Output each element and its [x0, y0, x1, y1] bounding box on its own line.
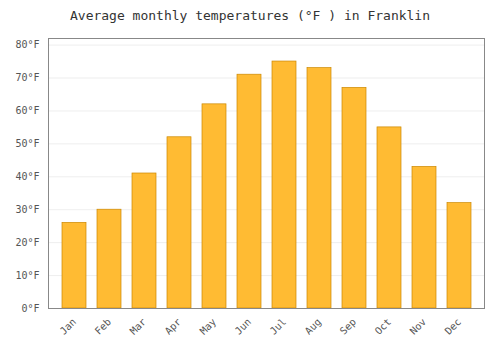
svg-text:30°F: 30°F [15, 204, 39, 215]
svg-text:60°F: 60°F [15, 105, 39, 116]
html-text:Average monthly temperatures (: Average monthly temperatures (°F ) in Fr… [70, 8, 430, 23]
svg-text:Jan: Jan [58, 316, 79, 337]
svg-text:Dec: Dec [443, 316, 464, 337]
svg-text:70°F: 70°F [15, 72, 39, 83]
svg-text:Aug: Aug [303, 316, 324, 337]
svg-text:Feb: Feb [93, 316, 114, 337]
svg-text:Sep: Sep [338, 316, 359, 337]
svg-text:Oct: Oct [373, 316, 394, 337]
svg-text:50°F: 50°F [15, 138, 39, 149]
svg-text:Apr: Apr [163, 316, 184, 337]
svg-text:Jun: Jun [233, 316, 254, 337]
svg-text:Nov: Nov [408, 316, 429, 337]
svg-text:0°F: 0°F [21, 303, 39, 314]
svg-text:10°F: 10°F [15, 270, 39, 281]
svg-text:May: May [198, 316, 219, 337]
svg-text:80°F: 80°F [15, 39, 39, 50]
svg-text:Jul: Jul [268, 316, 289, 337]
svg-text:40°F: 40°F [15, 171, 39, 182]
svg-text:Mar: Mar [128, 316, 149, 337]
svg-text:20°F: 20°F [15, 237, 39, 248]
